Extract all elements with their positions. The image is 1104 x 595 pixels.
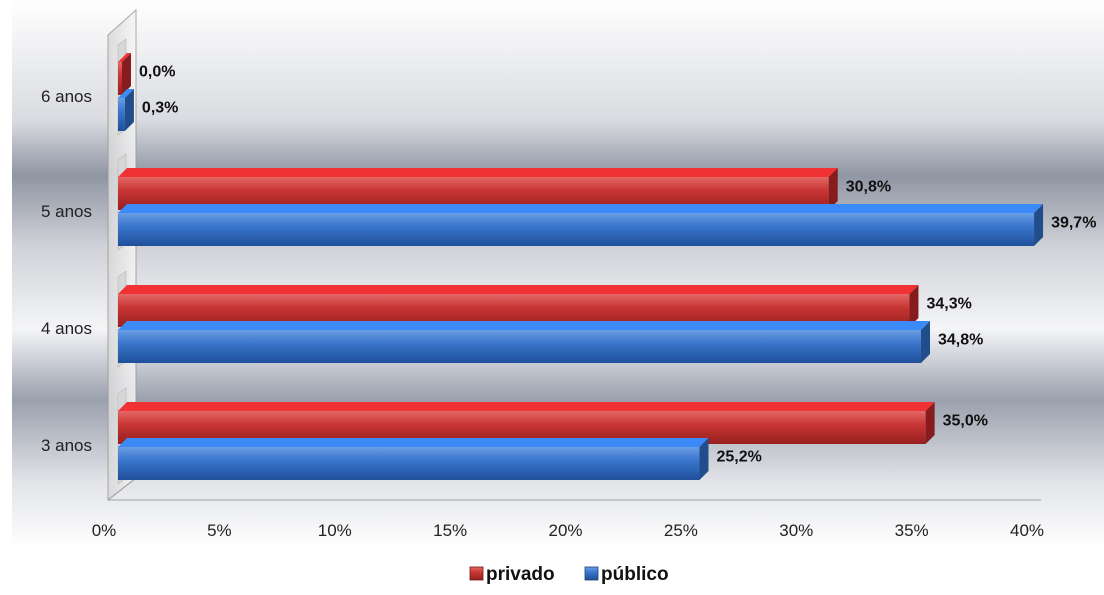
floor-depth-line [107,477,137,501]
bar-side-privado-5-anos [828,168,838,210]
bar-top-privado-5-anos [118,168,838,177]
legend-label-privado: privado [486,564,555,585]
data-label: 34,3% [926,296,971,313]
x-tick-label: 0% [92,521,117,540]
bar-side-privado-6-anos [122,53,131,95]
bar-top-privado-6-anos [118,53,131,62]
legend-label-público: público [601,564,669,585]
legend-swatch-privado [469,566,484,581]
x-tick-label: 20% [548,521,582,540]
bar-top-privado-3-anos [118,402,935,411]
x-tick-label: 5% [207,521,232,540]
legend-swatch-público [584,566,599,581]
bar-público-3-anos [118,447,700,480]
x-tick-label: 10% [318,521,352,540]
bar-side-público-4-anos [921,321,931,363]
data-label: 25,2% [716,449,761,466]
x-tick-label: 25% [664,521,698,540]
bar-público-4-anos [118,330,922,363]
bar-público-6-anos [118,98,125,131]
bar-privado-6-anos [118,62,122,95]
data-label: 0,0% [139,64,175,81]
bar-top-privado-4-anos [118,285,919,294]
x-tick-label: 35% [895,521,929,540]
category-label: 3 anos [41,436,92,455]
data-label: 35,0% [943,413,988,430]
data-label: 0,3% [142,100,178,117]
data-label: 30,8% [846,179,891,196]
bar-top-público-4-anos [118,321,931,330]
category-label: 5 anos [41,202,92,221]
bar-top-público-3-anos [118,438,709,447]
data-label: 39,7% [1051,215,1096,232]
bar-top-público-5-anos [118,204,1044,213]
bar-side-público-3-anos [699,438,709,480]
bar-público-5-anos [118,213,1035,246]
x-tick-label: 30% [779,521,813,540]
bar-side-público-5-anos [1034,204,1044,246]
x-tick-label: 40% [1010,521,1044,540]
bar-side-privado-4-anos [909,285,919,327]
category-label: 6 anos [41,87,92,106]
category-label: 4 anos [41,319,92,338]
data-label: 34,8% [938,332,983,349]
bar-side-público-6-anos [124,89,134,131]
bar-top-público-6-anos [118,89,134,98]
x-tick-label: 15% [433,521,467,540]
bar-side-privado-3-anos [925,402,935,444]
